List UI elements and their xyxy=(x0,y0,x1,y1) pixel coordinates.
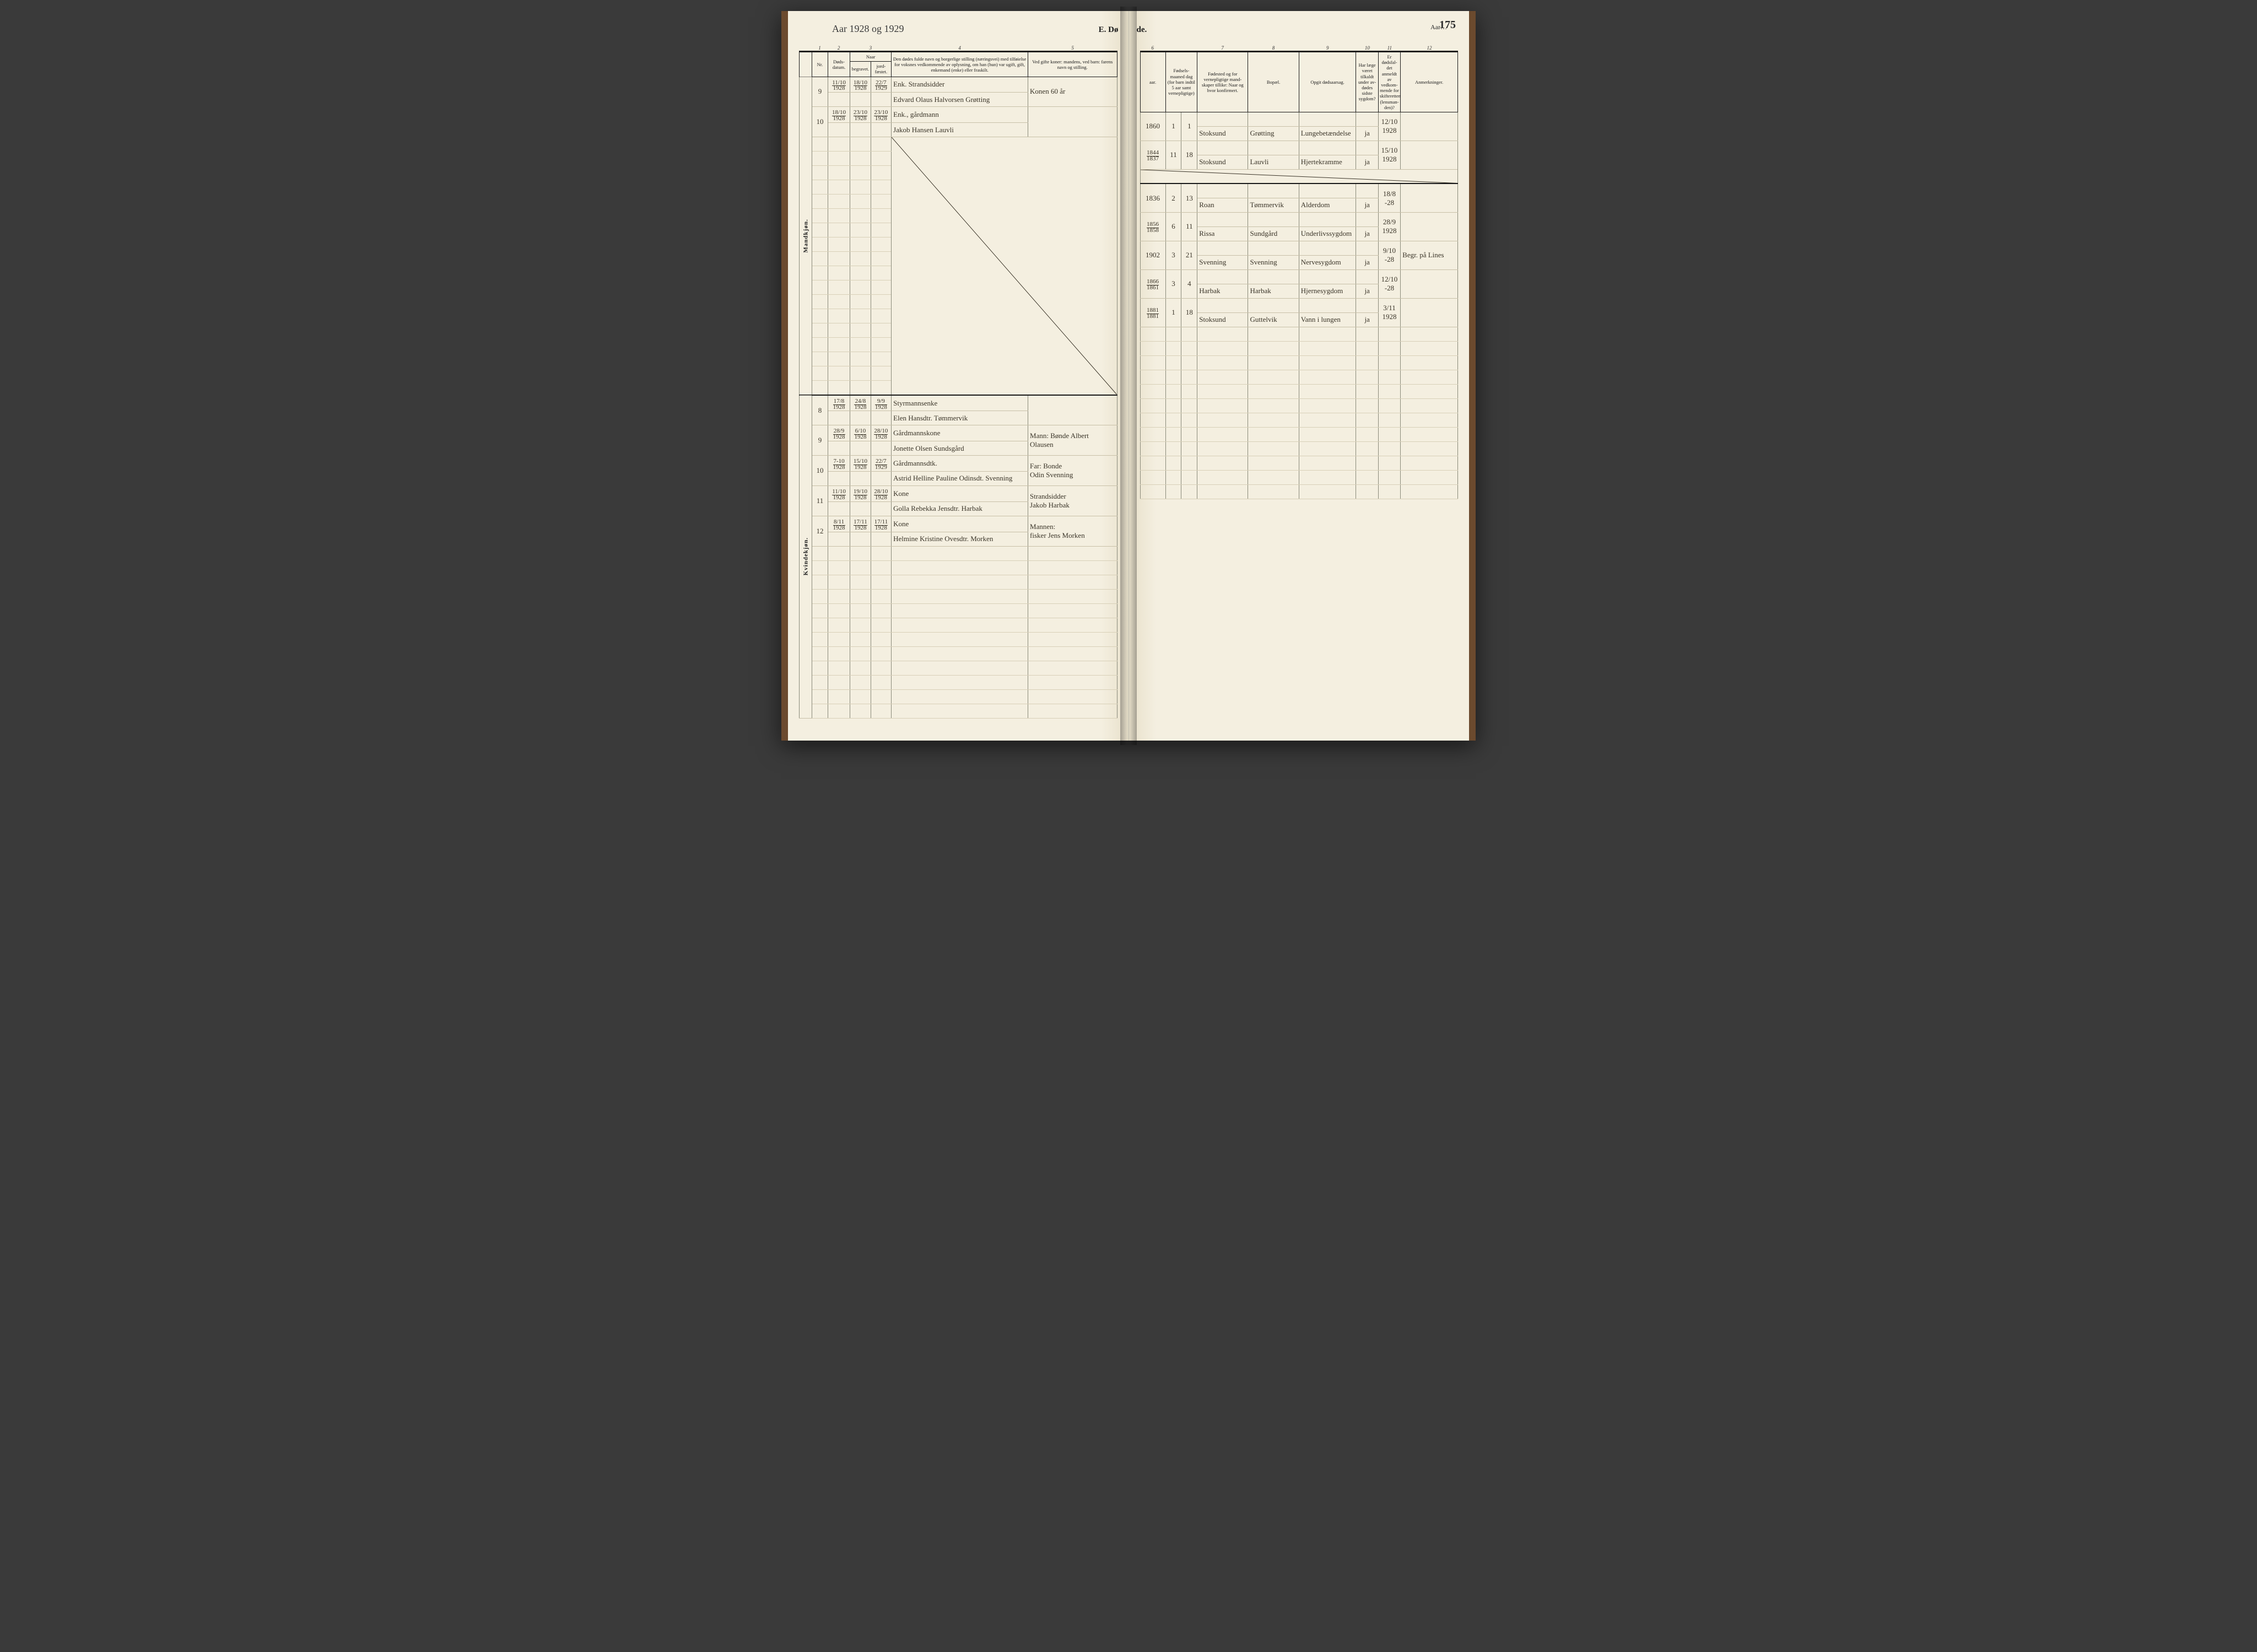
hdr-dods: Døds- datum. xyxy=(828,52,850,77)
table-row xyxy=(1140,484,1458,499)
diagonal-strike xyxy=(892,137,1117,395)
table-row xyxy=(800,546,1117,560)
hdr-opgit: Opgit dødsaarsag. xyxy=(1299,52,1356,112)
section-title-left: E. Dø xyxy=(1099,25,1119,35)
hdr-fulde: Den dødes fulde navn og borgerlige still… xyxy=(892,52,1028,77)
hdr-jordf: jord- fæstet. xyxy=(871,62,891,77)
table-row: 107-10192815/10192822/71929Gårdmannsdtk.… xyxy=(800,456,1117,472)
hdr-nr: Nr. xyxy=(812,52,828,77)
table-row: Mandkjøn.911/10192818/10192822/71929Enk.… xyxy=(800,77,1117,93)
hdr-fodested: Fødested og for vernepligtige mand- skap… xyxy=(1197,52,1248,112)
table-row xyxy=(1140,413,1458,427)
table-row: 18601112/101928 xyxy=(1140,112,1458,126)
table-row xyxy=(800,589,1117,603)
hdr-fods: Fødsels- maaned dag (for barn indtil 5 a… xyxy=(1165,52,1197,112)
table-row xyxy=(1140,441,1458,456)
table-row: 186618613412/10-28 xyxy=(1140,269,1458,284)
table-row xyxy=(800,137,1117,152)
hdr-aar: aar. xyxy=(1140,52,1165,112)
aar-label-right: Aar… xyxy=(1430,23,1447,31)
hdr-bopael: Bopæl. xyxy=(1248,52,1299,112)
ledger-table-right: aar. Fødsels- maaned dag (for barn indti… xyxy=(1140,52,1459,499)
hdr-naar: Naar xyxy=(850,52,892,62)
table-row xyxy=(1140,398,1458,413)
table-row xyxy=(1140,470,1458,484)
right-page: 175 de. Aar… 6 7 8 9 10 11 12 aar. Fødse… xyxy=(1129,11,1476,741)
section-title-right: de. xyxy=(1137,25,1147,35)
hdr-anmeldt: Er dødsfal- det anmeldt av vedkom- mende… xyxy=(1378,52,1400,112)
table-row xyxy=(800,575,1117,589)
table-row xyxy=(1140,370,1458,384)
column-numbers-right: 6 7 8 9 10 11 12 xyxy=(1140,45,1459,52)
table-row: 1111/10192819/10192828/101928KoneStrands… xyxy=(800,485,1117,501)
table-row xyxy=(800,704,1117,718)
table-row xyxy=(1140,384,1458,398)
table-row xyxy=(800,560,1117,575)
section-female: Kvindekjøn. xyxy=(800,395,812,718)
hdr-anm: Anmerkninger. xyxy=(1401,52,1458,112)
table-row: Kvindekjøn.817/8192824/819289/91928Styrm… xyxy=(800,395,1117,411)
table-row xyxy=(800,661,1117,675)
hdr-vedgifte: Ved gifte koner: mandens, ved barn: fare… xyxy=(1028,52,1117,77)
ledger-table-left: Nr. Døds- datum. Naar Den dødes fulde na… xyxy=(799,52,1117,719)
open-book: Aar 1928 og 1929 E. Dø 1 2 3 4 5 Nr. Død… xyxy=(781,11,1476,741)
table-row xyxy=(1140,456,1458,470)
table-row xyxy=(1140,341,1458,355)
table-row: 1018/10192823/10192823/101928Enk., gårdm… xyxy=(800,107,1117,123)
table-row xyxy=(1140,355,1458,370)
column-numbers-left: 1 2 3 4 5 xyxy=(799,45,1117,52)
table-row: 128/11192817/11192817/111928KoneMannen:f… xyxy=(800,516,1117,532)
table-row xyxy=(800,646,1117,661)
table-row: 183621318/8-28 xyxy=(1140,183,1458,198)
table-row: 18441837111815/101928 xyxy=(1140,141,1458,155)
hdr-begravet: begravet. xyxy=(850,62,871,77)
table-row xyxy=(800,603,1117,618)
table-row xyxy=(1140,327,1458,341)
table-row: 928/919286/10192828/101928GårdmannskoneM… xyxy=(800,425,1117,441)
hdr-lege: Har læge været tilkaldt under av- dødes … xyxy=(1356,52,1378,112)
table-row: 1856185861128/91928 xyxy=(1140,212,1458,226)
table-row xyxy=(800,632,1117,646)
year-handwritten: Aar 1928 og 1929 xyxy=(832,23,904,35)
table-row xyxy=(800,689,1117,704)
table-row: 19023219/10-28Begr. på Lines xyxy=(1140,241,1458,255)
left-page: Aar 1928 og 1929 E. Dø 1 2 3 4 5 Nr. Død… xyxy=(781,11,1129,741)
table-row xyxy=(800,618,1117,632)
table-row: 188118811183/111928 xyxy=(1140,298,1458,312)
section-male: Mandkjøn. xyxy=(800,77,812,395)
table-row xyxy=(1140,427,1458,441)
table-row xyxy=(800,675,1117,689)
diagonal-strike xyxy=(1140,169,1458,183)
